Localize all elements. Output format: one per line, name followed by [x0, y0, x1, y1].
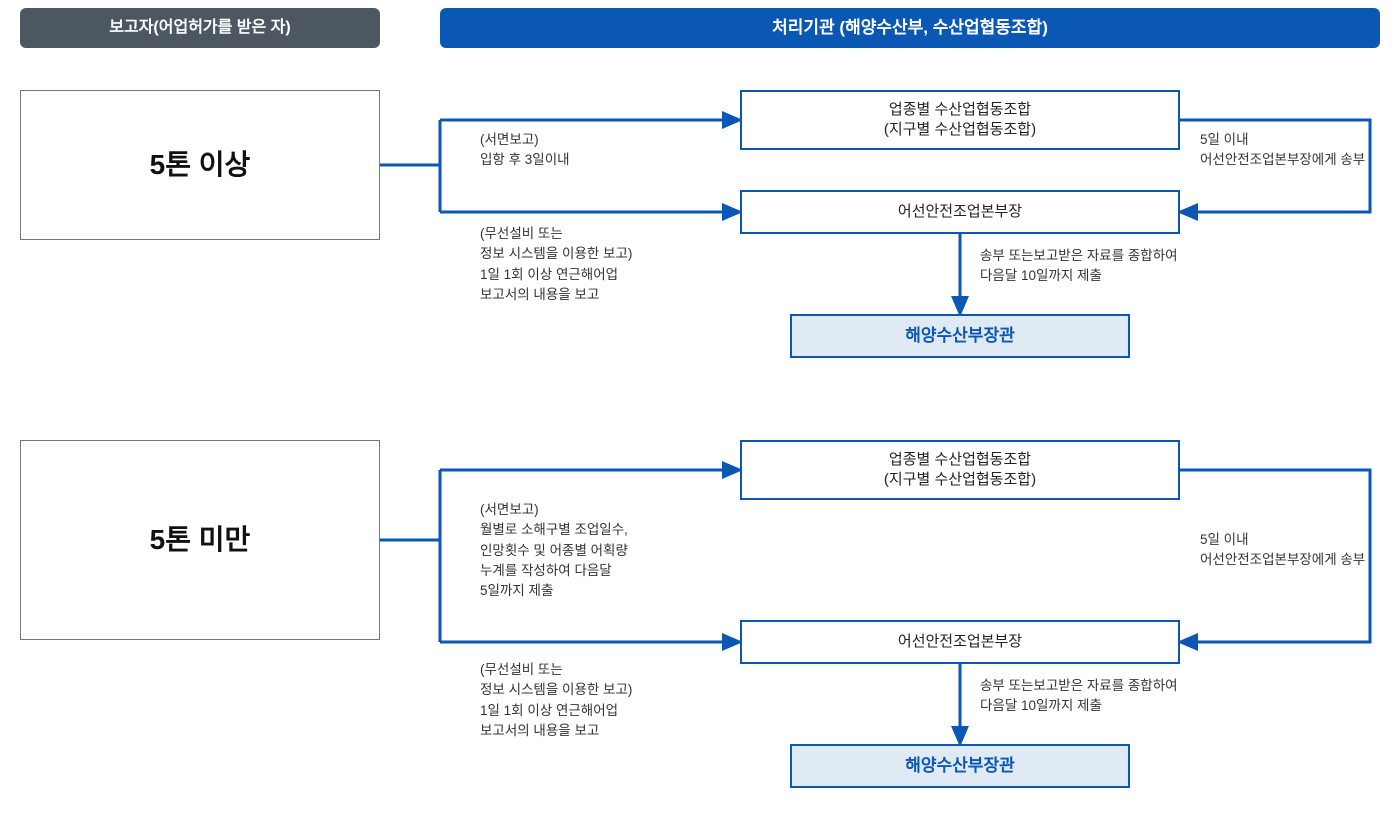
flowchart-stage: 보고자(어업허가를 받은 자) 처리기관 (해양수산부, 수산업협동조합) 5톤 이…: [0, 0, 1400, 820]
over5-node-safety-hq: 어선안전조업본부장: [740, 190, 1180, 234]
over5-ann-down: 송부 또는보고받은 자료를 종합하여 다음달 10일까지 제출: [980, 246, 1178, 287]
over5-left-box: 5톤 이상: [20, 90, 380, 240]
under5-ann-written: (서면보고) 월별로 소해구별 조업일수, 인망횟수 및 어종별 어획량 누계를…: [480, 500, 628, 601]
over5-node-cooperative: 업종별 수산업협동조합 (지구별 수산업협동조합): [740, 90, 1180, 150]
under5-ann-right: 5일 이내 어선안전조업본부장에게 송부: [1200, 530, 1365, 571]
under5-node-cooperative: 업종별 수산업협동조합 (지구별 수산업협동조합): [740, 440, 1180, 500]
under5-node-minister: 해양수산부장관: [790, 744, 1130, 788]
under5-left-box: 5톤 미만: [20, 440, 380, 640]
over5-ann-written: (서면보고) 입항 후 3일이내: [480, 130, 570, 171]
under5-node-safety-hq: 어선안전조업본부장: [740, 620, 1180, 664]
under5-ann-down: 송부 또는보고받은 자료를 종합하여 다음달 10일까지 제출: [980, 676, 1178, 717]
over5-ann-wireless: (무선설비 또는 정보 시스템을 이용한 보고) 1일 1회 이상 연근해어업 …: [480, 224, 632, 305]
under5-ann-wireless: (무선설비 또는 정보 시스템을 이용한 보고) 1일 1회 이상 연근해어업 …: [480, 660, 632, 741]
over5-node-minister: 해양수산부장관: [790, 314, 1130, 358]
header-agency: 처리기관 (해양수산부, 수산업협동조합): [440, 8, 1380, 48]
over5-ann-right: 5일 이내 어선안전조업본부장에게 송부: [1200, 130, 1365, 171]
header-reporter: 보고자(어업허가를 받은 자): [20, 8, 380, 48]
